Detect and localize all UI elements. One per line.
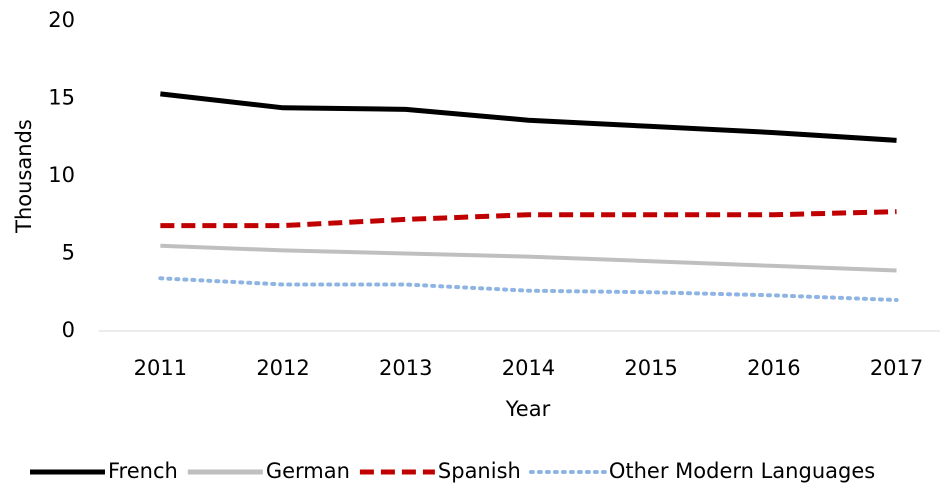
y-tick-label: 15 <box>48 86 75 110</box>
legend-label: French <box>108 459 178 483</box>
x-tick-label: 2012 <box>256 356 309 380</box>
x-tick-label: 2016 <box>747 356 800 380</box>
legend-label: German <box>266 459 350 483</box>
legend-label: Other Modern Languages <box>609 459 875 483</box>
series-line <box>158 276 899 302</box>
x-tick-label: 2015 <box>624 356 677 380</box>
y-tick-label: 10 <box>48 163 75 187</box>
series-line <box>160 243 897 273</box>
y-axis-label: Thousands <box>12 119 36 234</box>
x-tick-label: 2013 <box>379 356 432 380</box>
y-tick-label: 20 <box>48 8 75 32</box>
x-axis-label: Year <box>505 397 551 421</box>
y-tick-label: 5 <box>62 241 75 265</box>
x-tick-label: 2014 <box>502 356 555 380</box>
series-line <box>160 209 897 229</box>
legend-label: Spanish <box>438 459 521 483</box>
y-tick-label: 0 <box>62 318 75 342</box>
series-line <box>160 91 897 143</box>
x-tick-label: 2017 <box>870 356 923 380</box>
x-tick-label: 2011 <box>134 356 187 380</box>
